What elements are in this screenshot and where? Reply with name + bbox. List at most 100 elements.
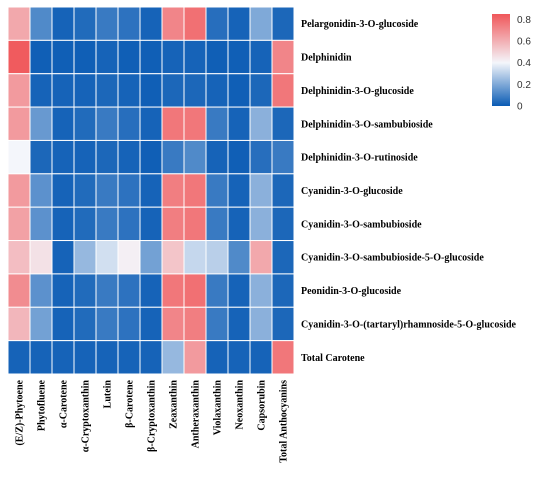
heatmap-cell — [205, 206, 229, 242]
column-label: Violaxanthin — [213, 380, 224, 436]
heatmap-cell — [95, 106, 119, 141]
heatmap-cell — [73, 206, 97, 242]
heatmap-cell — [7, 173, 31, 208]
heatmap-cell — [95, 306, 119, 342]
heatmap-cell — [51, 73, 75, 108]
heatmap-cell — [139, 273, 163, 308]
heatmap-cell — [95, 240, 119, 275]
heatmap-cell — [29, 73, 53, 108]
heatmap-cell — [7, 73, 31, 108]
heatmap-cell — [227, 173, 251, 208]
heatmap-cell — [95, 173, 119, 208]
heatmap-cell — [161, 206, 185, 242]
heatmap-cell — [205, 73, 229, 108]
heatmap-cell — [117, 206, 141, 242]
legend-tick-label: 0 — [517, 102, 523, 113]
heatmap-cell — [139, 240, 163, 275]
column-label: (E/Z)-Phytoene — [15, 379, 26, 445]
heatmap-cell — [95, 340, 119, 375]
column-label: Zeaxanthin — [169, 380, 180, 429]
heatmap-cell — [29, 139, 53, 175]
heatmap-cell — [227, 340, 251, 375]
heatmap-cell — [183, 139, 207, 175]
heatmap-cell — [117, 340, 141, 375]
heatmap-cell — [205, 139, 229, 175]
heatmap-cell — [183, 206, 207, 242]
heatmap-cell — [139, 106, 163, 141]
heatmap-cell — [183, 340, 207, 375]
heatmap-cell — [51, 39, 75, 75]
heatmap-cell — [117, 139, 141, 175]
row-label: Delphinidin — [301, 53, 352, 64]
heatmap-cell — [117, 73, 141, 108]
heatmap-cell — [73, 39, 97, 75]
heatmap-cell — [139, 206, 163, 242]
heatmap-cell — [73, 106, 97, 141]
row-labels: Pelargonidin-3-O-glucoside Delphinidin Del… — [301, 19, 517, 364]
heatmap-cell — [73, 73, 97, 108]
legend-colorbar — [492, 14, 510, 106]
heatmap-cell — [117, 106, 141, 141]
heatmap-cell — [161, 6, 185, 41]
row-label: Cyanidin-3-O-(tartaryl)rhamnoside-5-O-gl… — [301, 319, 517, 330]
heatmap-cell — [73, 6, 97, 41]
legend-tick-label: 0.6 — [517, 37, 531, 48]
heatmap-cell — [183, 306, 207, 342]
row-label: Delphinidin-3-O-glucoside — [301, 86, 414, 97]
row-label: Delphinidin-3-O-sambubioside — [301, 119, 433, 130]
heatmap-cell — [227, 206, 251, 242]
heatmap-cell — [29, 106, 53, 141]
heatmap-cell — [161, 306, 185, 342]
heatmap-cell — [183, 106, 207, 141]
heatmap-cell — [161, 340, 185, 375]
heatmap-cell — [249, 106, 273, 141]
heatmap-cell — [95, 39, 119, 75]
heatmap-cell — [139, 73, 163, 108]
heatmap-cell — [227, 240, 251, 275]
heatmap-cell — [271, 273, 295, 308]
heatmap-cell — [249, 206, 273, 242]
heatmap-cell — [227, 6, 251, 41]
heatmap-cell — [139, 39, 163, 75]
heatmap-cell — [139, 173, 163, 208]
heatmap-cell — [205, 173, 229, 208]
heatmap-cell — [183, 73, 207, 108]
heatmap-cell — [7, 240, 31, 275]
heatmap-cell — [183, 39, 207, 75]
heatmap-cell — [205, 39, 229, 75]
heatmap-cell — [95, 73, 119, 108]
heatmap-cell — [29, 340, 53, 375]
heatmap-cell — [51, 340, 75, 375]
column-label: Antheraxanthin — [191, 380, 202, 449]
column-label: β-Carotene — [125, 379, 136, 427]
heatmap-cell — [29, 273, 53, 308]
column-label: Capsorubin — [257, 380, 268, 431]
heatmap-cell — [73, 273, 97, 308]
heatmap-cell — [183, 173, 207, 208]
column-label: β-Cryptoxanthin — [147, 380, 158, 452]
heatmap-cell — [205, 240, 229, 275]
heatmap-cell — [271, 106, 295, 141]
row-label: Total Carotene — [301, 353, 365, 364]
heatmap-cell — [51, 6, 75, 41]
column-label: α-Carotene — [59, 379, 70, 428]
heatmap-cell — [227, 39, 251, 75]
heatmap-cell — [73, 139, 97, 175]
heatmap-cell — [205, 306, 229, 342]
heatmap-cell — [29, 6, 53, 41]
heatmap-cell — [271, 340, 295, 375]
heatmap-cell — [117, 6, 141, 41]
heatmap-cell — [95, 206, 119, 242]
heatmap-cell — [117, 240, 141, 275]
row-label: Pelargonidin-3-O-glucoside — [301, 19, 419, 30]
heatmap-cell — [205, 6, 229, 41]
heatmap-cell — [95, 139, 119, 175]
heatmap-cell — [29, 39, 53, 75]
heatmap-cell — [51, 139, 75, 175]
heatmap-cell — [7, 6, 31, 41]
heatmap-cell — [51, 273, 75, 308]
heatmap-cell — [249, 306, 273, 342]
heatmap-cell — [117, 39, 141, 75]
legend-tick-label: 0.2 — [517, 80, 531, 91]
heatmap-cell — [117, 306, 141, 342]
